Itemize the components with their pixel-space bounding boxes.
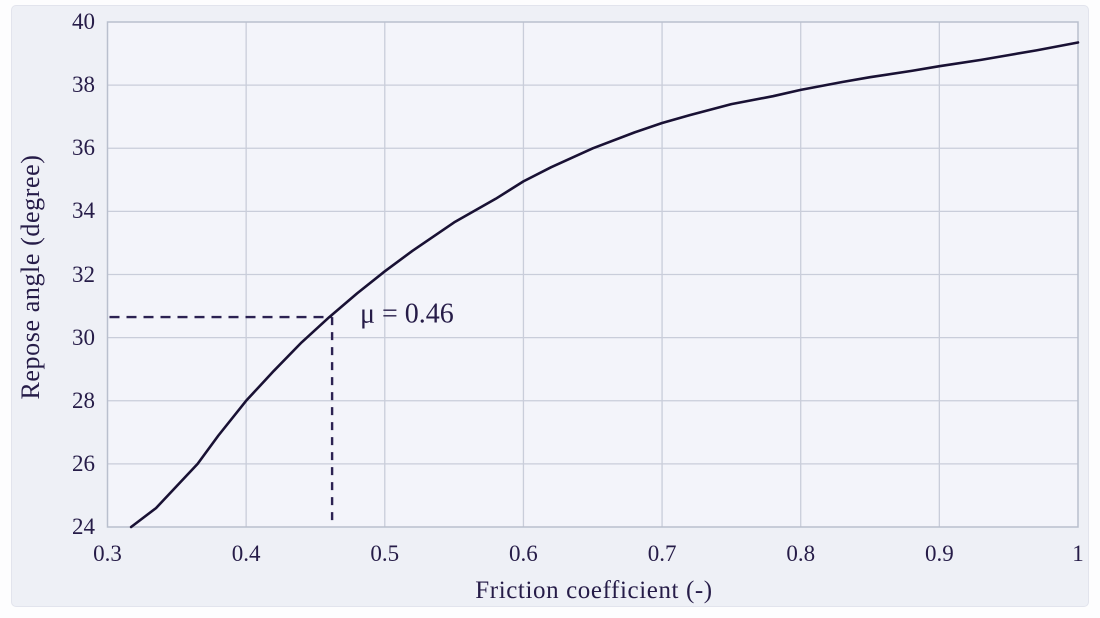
x-tick-label: 0.7 [647,541,677,566]
y-tick-label: 28 [72,387,95,413]
x-tick-label: 0.9 [924,541,954,566]
y-tick-label: 34 [72,198,95,224]
y-tick-label: 38 [72,72,95,98]
y-tick-label: 36 [72,135,95,161]
plot-frame [106,21,1079,528]
x-tick-label: 0.8 [786,541,816,566]
x-tick-label: 0.3 [93,541,122,566]
x-tick-label: 0.5 [370,541,400,566]
y-tick-label: 32 [72,261,95,287]
mu-annotation-label: μ = 0.46 [360,298,454,330]
y-tick-label: 30 [72,324,95,350]
x-tick-label: 0.6 [509,541,538,566]
y-tick-label: 24 [72,514,95,539]
data-curve [129,41,1080,529]
x-tick-label: 1 [1072,541,1084,566]
y-tick-label: 40 [72,9,95,34]
x-axis-title: Friction coefficient (-) [475,577,713,604]
x-tick-label: 0.4 [231,541,261,566]
y-tick-label: 26 [72,450,95,476]
